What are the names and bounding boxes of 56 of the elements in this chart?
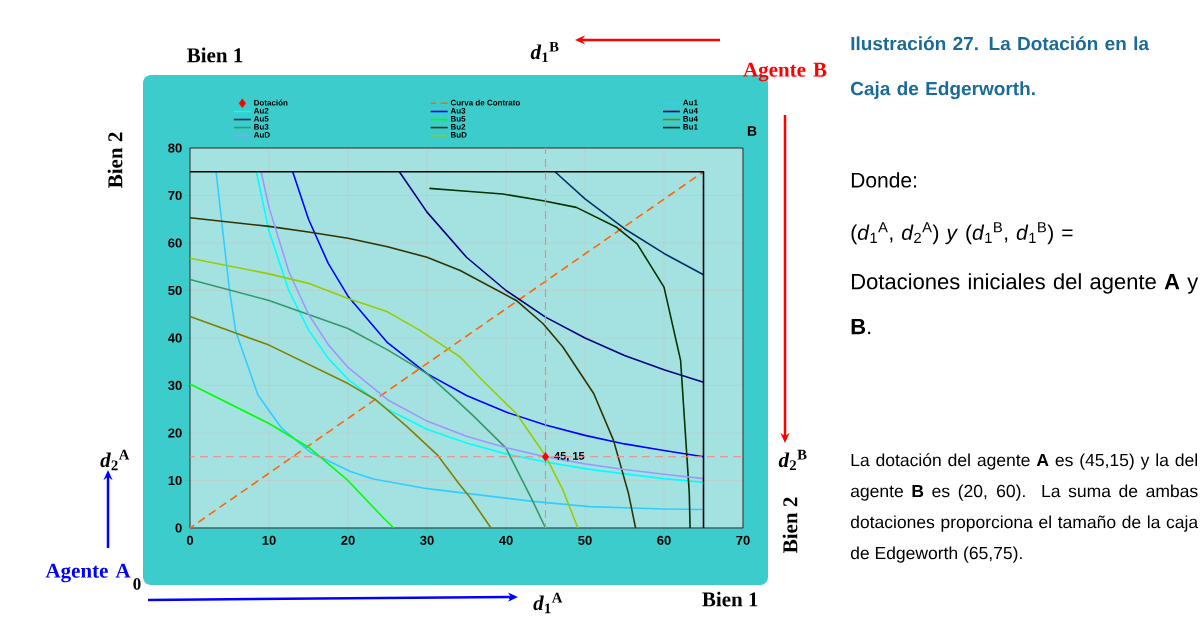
x-tick-label: 20 [341,535,355,545]
x-tick-label: 30 [420,535,434,545]
x-tick-label: 60 [657,535,671,545]
y-tick-label: 50 [168,285,182,296]
y-tick-label: 0 [175,523,182,533]
line-series [554,170,705,276]
y-axis-title: Bien 2 [107,132,123,188]
line-series [189,383,395,529]
x-axis-title: Bien 1 [702,591,758,607]
legend-label: Curva de Contrato [450,99,520,106]
chart-title: Ilustración 27. La Dotación en la Caja de Edgerworth. [850,36,1150,100]
legend-label: Au4 [683,108,698,114]
x-tick-label: 40 [498,535,513,545]
text: d$_{1}$B [530,41,559,63]
line-series [398,170,705,383]
text: 0 [133,578,141,590]
y-tick-label: 40 [167,333,182,343]
text: Bien 1 [187,47,243,63]
line-series [189,315,492,529]
text: La dotación del agente A es (45,15) y la del agente B es (20, 60). La suma de ambas dotaciones proporciona el tamaño de la caja de Edgeworth (65,75). [850,453,1199,563]
text: d$_{1}$A [533,592,563,614]
y-tick-label: 30 [168,380,182,391]
legend-label: Bu3 [254,124,269,130]
legend-label: BuD [451,132,467,138]
x-tick-label: 10 [262,535,276,545]
legend-label: Au3 [450,107,466,114]
y-tick-label: 20 [168,428,182,438]
y-tick-label: 70 [168,190,182,201]
text: B [747,126,757,136]
y-tick-label: 80 [168,143,182,153]
text: Dotaciones iniciales del agente A y B. [851,273,1199,335]
legend-label: Bu2 [451,124,466,130]
text: d$_{2}$B [778,449,807,471]
text: (d$_{1}$$^{A}$, d$_{2}$$^{A}$) y (d$_{1}$$^{B}$, d$_{1}$$^{B}$) = [851,222,1073,245]
legend-label: Bu1 [683,124,698,130]
x-tick-label: 50 [578,535,592,545]
y-tick-label: 60 [168,238,182,248]
text: Donde: [851,172,916,188]
line-series [189,217,637,529]
y-tick-label: 10 [168,475,182,486]
text: Agente B [743,62,827,82]
data-label: 45, 15 [554,452,585,462]
legend-label: Au1 [683,99,698,106]
text: Bien 2 [782,497,798,553]
line-series [189,278,547,529]
line-series [428,187,691,529]
x-tick-label: 70 [736,535,750,545]
legend-label: Dotación [254,99,288,106]
x-tick-label: 0 [186,535,194,545]
legend-label: Bu5 [451,116,466,122]
text: Agente A [45,563,131,583]
legend-label: Bu4 [683,116,698,122]
legend-label: AuD [253,132,270,138]
text: d$_{2}$A [100,449,130,471]
legend-label: Au2 [253,107,269,114]
legend-label: Au5 [253,116,269,122]
